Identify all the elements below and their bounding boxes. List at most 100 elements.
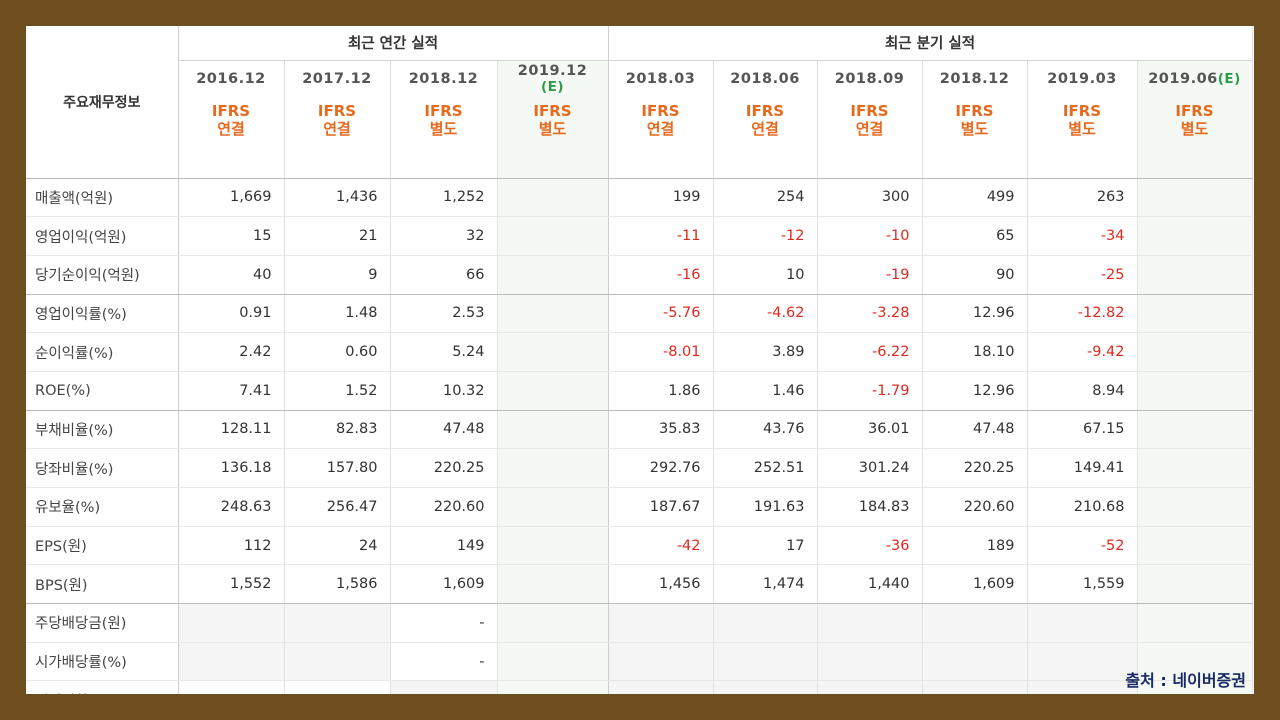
financial-summary-panel: 주요재무정보 최근 연간 실적 최근 분기 실적 2016.12 2017.12 2… (26, 26, 1254, 694)
value-cell (497, 487, 609, 527)
value-cell: 66 (390, 255, 498, 295)
accounting-standard: IFRS 별도 (1137, 98, 1253, 179)
value-cell (497, 371, 609, 411)
standard-scope: 별도 (960, 120, 989, 138)
table-row: 부채비율(%) 128.11 82.83 47.48 35.83 43.76 36.01 47… (26, 410, 1253, 450)
standard-scope: 별도 (429, 120, 458, 138)
standard-scope: 연결 (217, 120, 245, 138)
table-row: 영업이익률(%) 0.91 1.48 2.53 -5.76 -4.62 -3.28 12.96… (26, 294, 1253, 334)
standard-scope: 연결 (751, 120, 779, 138)
value-cell: 47.48 (390, 410, 498, 450)
value-cell: -5.76 (608, 294, 714, 334)
standard-scope: 연결 (323, 120, 351, 138)
period-header: 2018.03 (608, 60, 714, 98)
accounting-standard: IFRS 연결 (817, 98, 923, 179)
value-cell (1137, 487, 1253, 527)
value-cell (1137, 216, 1253, 256)
period-header: 2018.12 (922, 60, 1028, 98)
value-cell (608, 642, 714, 682)
value-cell: -12.82 (1027, 294, 1138, 334)
value-cell: -9.42 (1027, 332, 1138, 372)
value-cell (1137, 564, 1253, 605)
period-header: 2019.12 (E) (497, 60, 609, 98)
row-label: 영업이익률(%) (26, 294, 179, 334)
period-header: 2016.12 (178, 60, 285, 98)
value-cell (1137, 178, 1253, 218)
value-cell: 90 (922, 255, 1028, 295)
value-cell (497, 603, 609, 643)
value-cell: 24 (284, 526, 391, 566)
value-cell: 10.32 (390, 371, 498, 411)
value-cell: 82.83 (284, 410, 391, 450)
annual-group-header: 최근 연간 실적 (178, 26, 609, 61)
value-cell: 210.68 (1027, 487, 1138, 527)
table-row: EPS(원) 112 24 149 -42 17 -36 189 -52 (26, 526, 1253, 566)
financial-table: 주요재무정보 최근 연간 실적 최근 분기 실적 2016.12 2017.12 2… (26, 26, 1253, 694)
accounting-standard: IFRS 별도 (922, 98, 1028, 179)
value-cell: 157.80 (284, 448, 391, 488)
standard-type: IFRS (1175, 102, 1214, 120)
value-cell: 252.51 (713, 448, 818, 488)
value-cell: 256.47 (284, 487, 391, 527)
value-cell: 2.53 (390, 294, 498, 334)
value-cell (1137, 603, 1253, 643)
table-row: BPS(원) 1,552 1,586 1,609 1,456 1,474 1,440 1,60… (26, 564, 1253, 605)
value-cell (1137, 371, 1253, 411)
value-cell: 220.25 (390, 448, 498, 488)
accounting-standard: IFRS 별도 (1027, 98, 1138, 179)
table-row: 당기순이익(억원) 40 9 66 -16 10 -19 90 -25 (26, 255, 1253, 295)
standard-type: IFRS (850, 102, 889, 120)
value-cell (1137, 448, 1253, 488)
value-cell: 36.01 (817, 410, 923, 450)
period-header: 2019.03 (1027, 60, 1138, 98)
table-row: ROE(%) 7.41 1.52 10.32 1.86 1.46 -1.79 12.96 8.9… (26, 371, 1253, 411)
value-cell: 499 (922, 178, 1028, 218)
value-cell (497, 564, 609, 605)
row-label: 매출액(억원) (26, 178, 179, 218)
value-cell: -52 (1027, 526, 1138, 566)
value-cell: 1,456 (608, 564, 714, 605)
value-cell (497, 526, 609, 566)
period-header: 2018.12 (390, 60, 498, 98)
value-cell (1137, 255, 1253, 295)
value-cell: 149.41 (1027, 448, 1138, 488)
table-row: 주당배당금(원) - (26, 603, 1253, 643)
value-cell: 18.10 (922, 332, 1028, 372)
standard-scope: 연결 (646, 120, 675, 138)
value-cell (497, 216, 609, 256)
value-cell (713, 642, 818, 682)
value-cell (1137, 294, 1253, 334)
value-cell: 2.42 (178, 332, 285, 372)
value-cell (178, 642, 285, 682)
value-cell (1027, 642, 1138, 682)
estimate-marker: (E) (1217, 71, 1241, 88)
value-cell: -34 (1027, 216, 1138, 256)
standard-type: IFRS (745, 102, 785, 120)
period-label: 2018.12 (408, 71, 479, 88)
row-label: 당좌비율(%) (26, 448, 179, 488)
value-cell: -12 (713, 216, 818, 256)
row-label: ROE(%) (26, 371, 179, 411)
standard-type: IFRS (424, 102, 463, 120)
value-cell (608, 603, 714, 643)
value-cell (922, 603, 1028, 643)
value-cell (922, 642, 1028, 682)
value-cell: -25 (1027, 255, 1138, 295)
value-cell: 1,436 (284, 178, 391, 218)
value-cell: -11 (608, 216, 714, 256)
value-cell: 1,609 (922, 564, 1028, 605)
value-cell: 301.24 (817, 448, 923, 488)
value-cell: 43.76 (713, 410, 818, 450)
row-label: 배당성향(%) (26, 680, 179, 694)
standard-scope: 별도 (1068, 120, 1096, 138)
value-cell: 35.83 (608, 410, 714, 450)
standard-type: IFRS (211, 102, 251, 120)
accounting-standard: IFRS 별도 (497, 98, 609, 179)
value-cell (1137, 410, 1253, 450)
value-cell: 1.86 (608, 371, 714, 411)
value-cell: 1,252 (390, 178, 498, 218)
value-cell: -3.28 (817, 294, 923, 334)
table-row: 시가배당률(%) - (26, 642, 1253, 682)
value-cell: 7.41 (178, 371, 285, 411)
row-label: 당기순이익(억원) (26, 255, 179, 295)
